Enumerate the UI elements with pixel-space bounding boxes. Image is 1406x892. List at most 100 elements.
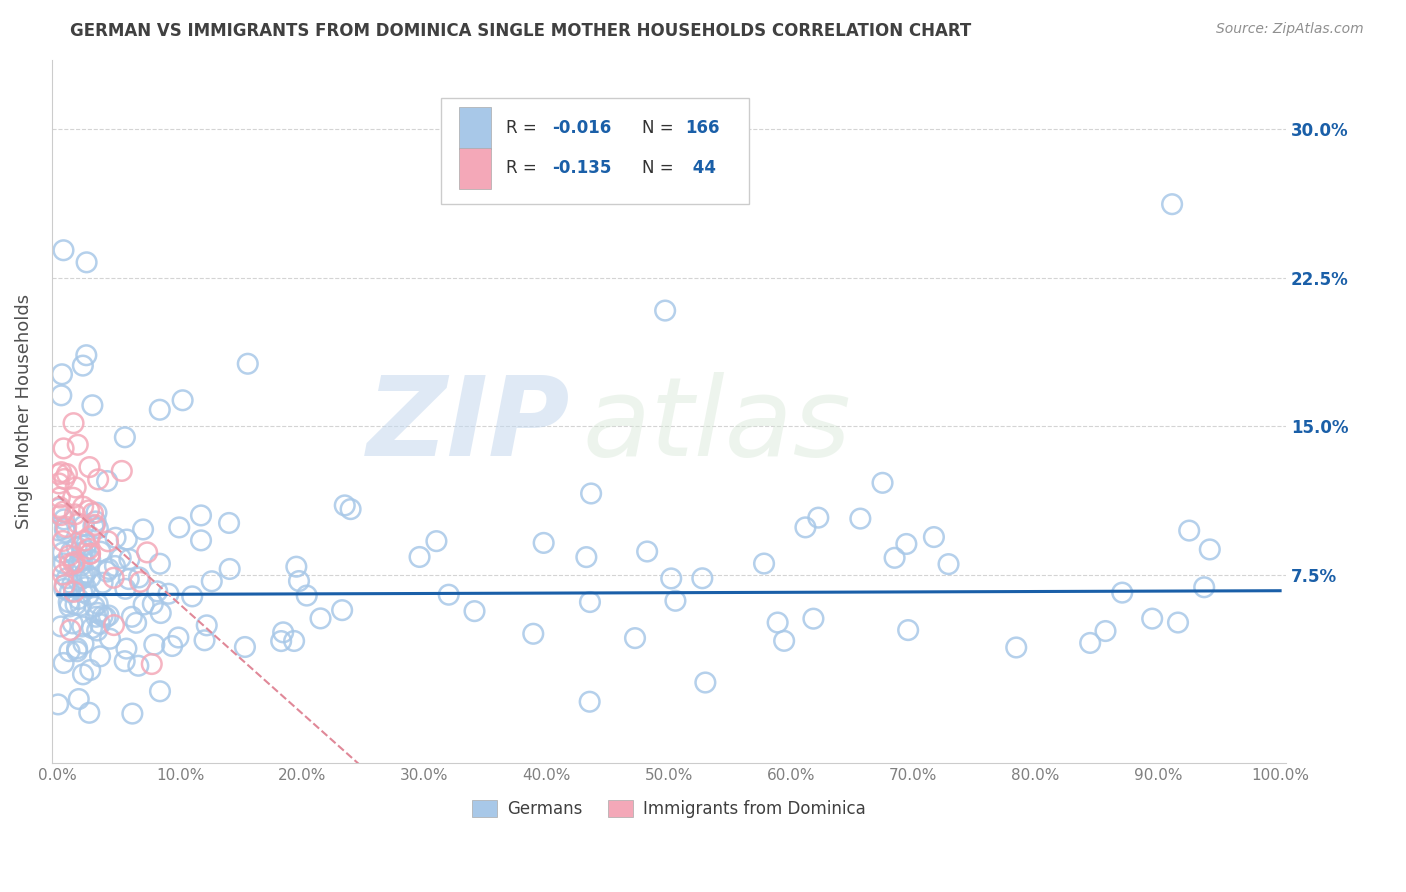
Point [67,516,90,531]
Point [201,574,224,589]
Point [807,510,830,524]
Point [52,567,75,582]
Text: 44: 44 [688,160,717,178]
Point [692,571,714,585]
Point [52,557,75,571]
Point [89,616,111,631]
Point [664,594,686,608]
Point [127,658,149,673]
Point [89,649,111,664]
Point [72,500,94,514]
Point [52,442,75,456]
FancyBboxPatch shape [440,98,749,204]
Point [1111,585,1133,599]
Point [190,508,212,523]
Point [463,604,485,618]
Point [87,521,110,535]
Point [72,568,94,582]
Point [72,585,94,599]
Point [97,562,120,576]
Point [146,584,169,599]
Point [103,618,125,632]
Point [132,523,155,537]
Point [181,590,204,604]
Point [69,599,91,613]
Point [425,534,447,549]
Point [46,698,69,712]
Point [52,505,75,519]
Point [59,623,82,637]
Point [285,559,308,574]
Point [77,588,100,602]
Point [309,611,332,625]
Point [79,460,101,475]
Point [128,570,150,584]
Point [136,545,159,559]
Legend: Germans, Immigrants from Dominica: Germans, Immigrants from Dominica [465,794,872,825]
Point [58,549,80,563]
Point [48,476,70,491]
Point [96,565,118,579]
Text: 166: 166 [685,120,720,137]
Point [172,393,194,408]
Point [72,546,94,560]
Text: -0.135: -0.135 [551,160,612,178]
Point [118,552,141,566]
Point [72,667,94,681]
Point [52,244,75,258]
Point [51,368,73,382]
Point [160,639,183,653]
Point [1167,615,1189,630]
Point [270,634,292,648]
Point [766,615,789,630]
Point [65,598,87,612]
Point [190,533,212,548]
Point [52,656,75,670]
Point [56,571,79,585]
Point [56,467,79,481]
Point [129,574,152,589]
Point [169,520,191,534]
Point [149,606,172,620]
Point [333,499,356,513]
Point [575,550,598,565]
Point [218,562,240,576]
Point [53,578,76,592]
Point [51,465,73,479]
Point [80,621,103,635]
Point [522,627,544,641]
Point [157,587,180,601]
Point [1140,612,1163,626]
Point [66,540,89,554]
Point [695,675,717,690]
Point [849,511,872,525]
Point [114,582,136,596]
Point [67,692,90,706]
Point [94,610,117,624]
Point [66,644,89,658]
Point [83,517,105,532]
Point [79,547,101,561]
Point [53,522,76,536]
Point [1161,197,1184,211]
Point [115,641,138,656]
Point [96,474,118,488]
Point [132,598,155,612]
Point [794,520,817,534]
Point [659,571,682,585]
Point [76,255,98,269]
Point [97,534,120,549]
Text: R =: R = [506,160,543,178]
Point [87,472,110,486]
Point [125,615,148,630]
Point [62,416,84,430]
Point [149,557,172,571]
Point [60,577,83,591]
Point [896,537,918,551]
FancyBboxPatch shape [460,107,491,149]
Point [49,619,72,633]
Point [79,570,101,584]
Point [67,591,90,606]
Point [233,640,256,654]
Point [55,520,77,534]
